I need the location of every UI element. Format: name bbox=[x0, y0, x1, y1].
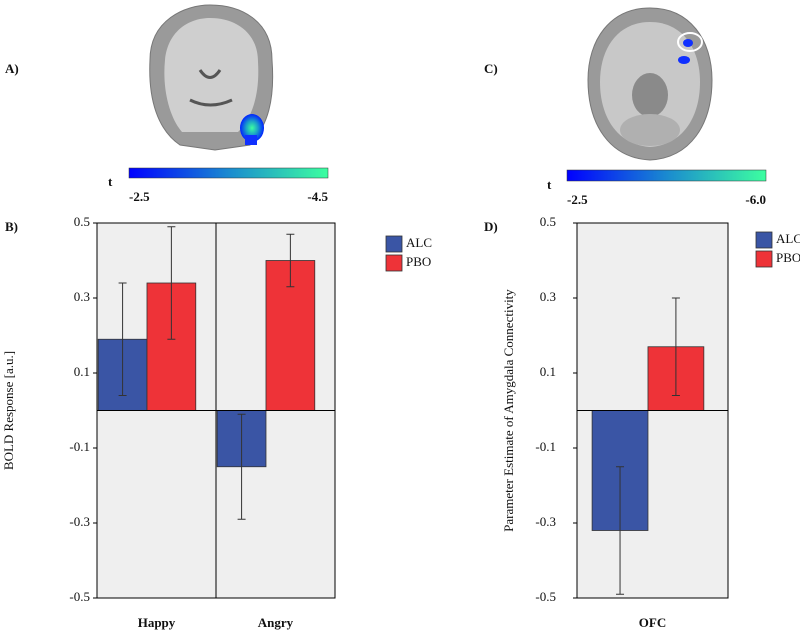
error-bar bbox=[616, 466, 625, 595]
y-tick-label: 0.1 bbox=[540, 364, 556, 379]
colorbar-tick-label: -6.0 bbox=[745, 192, 766, 207]
colorbar-tick-label: -2.5 bbox=[567, 192, 588, 207]
error-bar bbox=[671, 297, 680, 396]
panel-label: B) bbox=[5, 219, 18, 234]
legend-label: PBO bbox=[406, 254, 431, 269]
error-bar bbox=[118, 282, 127, 396]
colorbar-label: t bbox=[108, 174, 113, 189]
colorbar-tick-label: -2.5 bbox=[129, 189, 150, 204]
y-tick-label: -0.1 bbox=[535, 439, 556, 454]
colorbar-tick-label: -4.5 bbox=[307, 189, 328, 204]
legend-swatch bbox=[385, 235, 403, 253]
colorbar bbox=[566, 169, 767, 182]
y-tick-label: 0.3 bbox=[74, 289, 90, 304]
colorbar-label: t bbox=[547, 177, 552, 192]
x-tick-label: Angry bbox=[258, 615, 294, 630]
brain-image-c bbox=[587, 7, 713, 161]
error-bar bbox=[286, 233, 295, 288]
y-tick-label: -0.1 bbox=[69, 439, 90, 454]
legend-swatch bbox=[755, 231, 773, 249]
legend-label: ALC bbox=[776, 231, 800, 246]
plot-frame bbox=[96, 222, 336, 599]
legend-swatch bbox=[385, 254, 403, 272]
error-bar bbox=[167, 226, 176, 340]
panel-label: C) bbox=[484, 61, 498, 76]
legend-swatch bbox=[755, 250, 773, 268]
y-axis-label: BOLD Response [a.u.] bbox=[1, 351, 16, 470]
y-tick-label: -0.3 bbox=[535, 514, 556, 529]
colorbar bbox=[128, 167, 329, 179]
panel-label: A) bbox=[5, 61, 19, 76]
y-axis-label: Parameter Estimate of Amygdala Connectiv… bbox=[501, 289, 516, 532]
y-tick-label: 0.5 bbox=[74, 214, 90, 229]
brain-image-a bbox=[149, 4, 274, 151]
y-tick-label: 0.5 bbox=[540, 214, 556, 229]
plot-frame bbox=[576, 222, 729, 599]
y-tick-label: 0.1 bbox=[74, 364, 90, 379]
legend-label: PBO bbox=[776, 250, 800, 265]
x-tick-label: OFC bbox=[639, 615, 666, 630]
x-tick-label: Happy bbox=[138, 615, 176, 630]
y-tick-label: -0.3 bbox=[69, 514, 90, 529]
panel-label: D) bbox=[484, 219, 498, 234]
legend-label: ALC bbox=[406, 235, 432, 250]
error-bar bbox=[237, 413, 246, 520]
y-tick-label: -0.5 bbox=[69, 589, 90, 604]
y-tick-label: -0.5 bbox=[535, 589, 556, 604]
y-tick-label: 0.3 bbox=[540, 289, 556, 304]
